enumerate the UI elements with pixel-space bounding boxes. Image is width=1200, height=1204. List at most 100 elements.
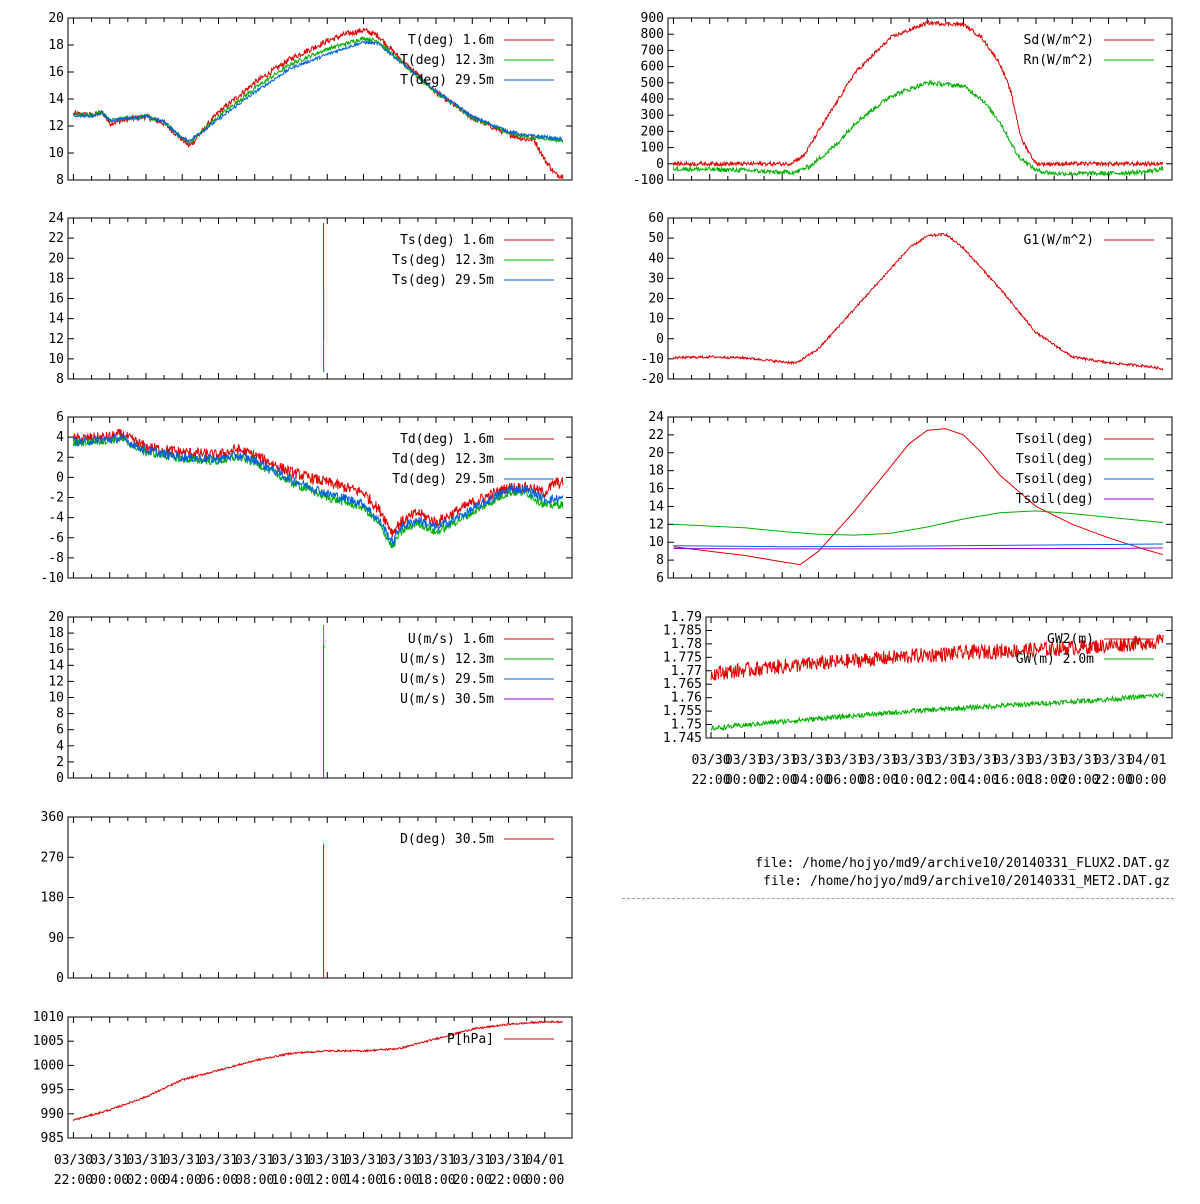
legend-label: T(deg) 29.5m [400,73,494,88]
y-tick-label: 12 [48,674,64,689]
y-tick-label: 30 [648,271,664,286]
x-tick-label: 08:00 [859,773,898,788]
series-line [710,692,1164,732]
y-tick-label: -10 [641,352,664,367]
y-tick-label: 800 [641,27,664,42]
y-tick-label: 0 [656,332,664,347]
y-tick-label: 20 [648,446,664,461]
y-tick-label: 500 [641,76,664,91]
y-tick-label: 24 [648,410,664,425]
legend-label: U(m/s) 12.3m [400,652,494,667]
y-tick-label: 22 [648,428,664,443]
y-tick-label: 200 [641,124,664,139]
y-tick-label: 900 [641,11,664,26]
y-tick-label: 6 [56,723,64,738]
file-path-flux: file: /home/hojyo/md9/archive10/20140331… [755,856,1170,871]
y-tick-label: 20 [48,11,64,26]
x-tick-label: 16:00 [380,1173,419,1188]
y-tick-label: 12 [48,332,64,347]
y-tick-label: 1000 [33,1058,64,1073]
x-tick-label: 03/31 [235,1153,274,1168]
x-tick-label: 03/31 [759,753,798,768]
y-tick-label: 400 [641,92,664,107]
x-tick-label: 00:00 [90,1173,129,1188]
y-tick-label: 10 [648,535,664,550]
series-line [72,27,564,180]
legend-label: Tsoil(deg) [1016,452,1094,467]
y-tick-label: 0 [656,157,664,172]
y-tick-label: 16 [48,292,64,307]
legend-label: Ts(deg) 29.5m [392,273,494,288]
x-tick-label: 03/31 [90,1153,129,1168]
x-tick-label: 04:00 [792,773,831,788]
plot-frame [67,217,573,380]
x-tick-label: 22:00 [489,1173,528,1188]
x-tick-label: 04:00 [163,1173,202,1188]
x-tick-label: 04/01 [525,1153,564,1168]
y-tick-label: 1.745 [663,731,702,746]
y-tick-label: 60 [648,211,664,226]
x-tick-label: 02:00 [759,773,798,788]
y-tick-label: 50 [648,231,664,246]
x-tick-label: 04/01 [1127,753,1166,768]
legend-label: U(m/s) 1.6m [408,632,494,647]
y-tick-label: 14 [48,658,64,673]
y-tick-label: 1005 [33,1034,64,1049]
y-tick-label: 1.755 [663,704,702,719]
x-tick-label: 03/31 [893,753,932,768]
y-tick-label: 4 [56,739,64,754]
y-tick-label: 1.78 [671,637,702,652]
x-tick-label: 03/31 [308,1153,347,1168]
x-tick-label: 03/31 [199,1153,238,1168]
y-tick-label: 100 [641,141,664,156]
x-tick-label: 03/31 [489,1153,528,1168]
y-tick-label: 985 [41,1131,64,1146]
y-tick-label: 10 [48,146,64,161]
x-tick-label: 12:00 [308,1173,347,1188]
y-tick-label: 14 [648,499,664,514]
sonic-temperature-chart: 8 10 12 14 16 18 20 22 24 Ts(deg) 1.6m Ts(deg) 12.… [48,211,573,387]
x-tick-label: 03/31 [1027,753,1066,768]
legend-label: Td(deg) 12.3m [392,452,494,467]
y-tick-label: 90 [48,931,64,946]
y-tick-label: 24 [48,211,64,226]
y-tick-label: 10 [648,312,664,327]
y-tick-label: 4 [56,430,64,445]
x-tick-label: 12:00 [926,773,965,788]
y-tick-label: 14 [48,92,64,107]
soil-temperature-chart: 6 8 10 12 14 16 18 20 22 24 Tsoil(deg) Tsoil(deg) Ts… [648,410,1173,586]
y-tick-label: 300 [641,108,664,123]
y-tick-label: 0 [56,470,64,485]
series-line [673,428,1164,566]
legend-label: P[hPa] [447,1032,494,1047]
series-line [710,634,1164,681]
x-tick-label: 03/31 [344,1153,383,1168]
x-tick-label: 03/31 [960,753,999,768]
y-tick-label: 12 [648,517,664,532]
x-tick-label: 03/31 [416,1153,455,1168]
y-tick-label: 8 [56,372,64,387]
x-tick-label: 03/31 [926,753,965,768]
x-tick-label: 03/31 [792,753,831,768]
legend-label: D(deg) 30.5m [400,832,494,847]
x-tick-label: 10:00 [893,773,932,788]
y-tick-label: -8 [48,551,64,566]
y-tick-label: 8 [56,707,64,722]
y-tick-label: 18 [48,626,64,641]
y-tick-label: 10 [48,352,64,367]
x-tick-label: 03/31 [1094,753,1133,768]
series-line [72,39,564,143]
legend-label: GW(m) 2.0m [1016,652,1094,667]
plot-frame [667,416,1173,579]
x-tick-label: 02:00 [126,1173,165,1188]
y-tick-label: -6 [48,531,64,546]
y-tick-label: 18 [48,271,64,286]
y-tick-label: 16 [48,65,64,80]
x-tick-label: 22:00 [1094,773,1133,788]
legend-label: U(m/s) 30.5m [400,692,494,707]
x-tick-label: 08:00 [235,1173,274,1188]
x-tick-label: 03/31 [725,753,764,768]
x-tick-label: 20:00 [453,1173,492,1188]
